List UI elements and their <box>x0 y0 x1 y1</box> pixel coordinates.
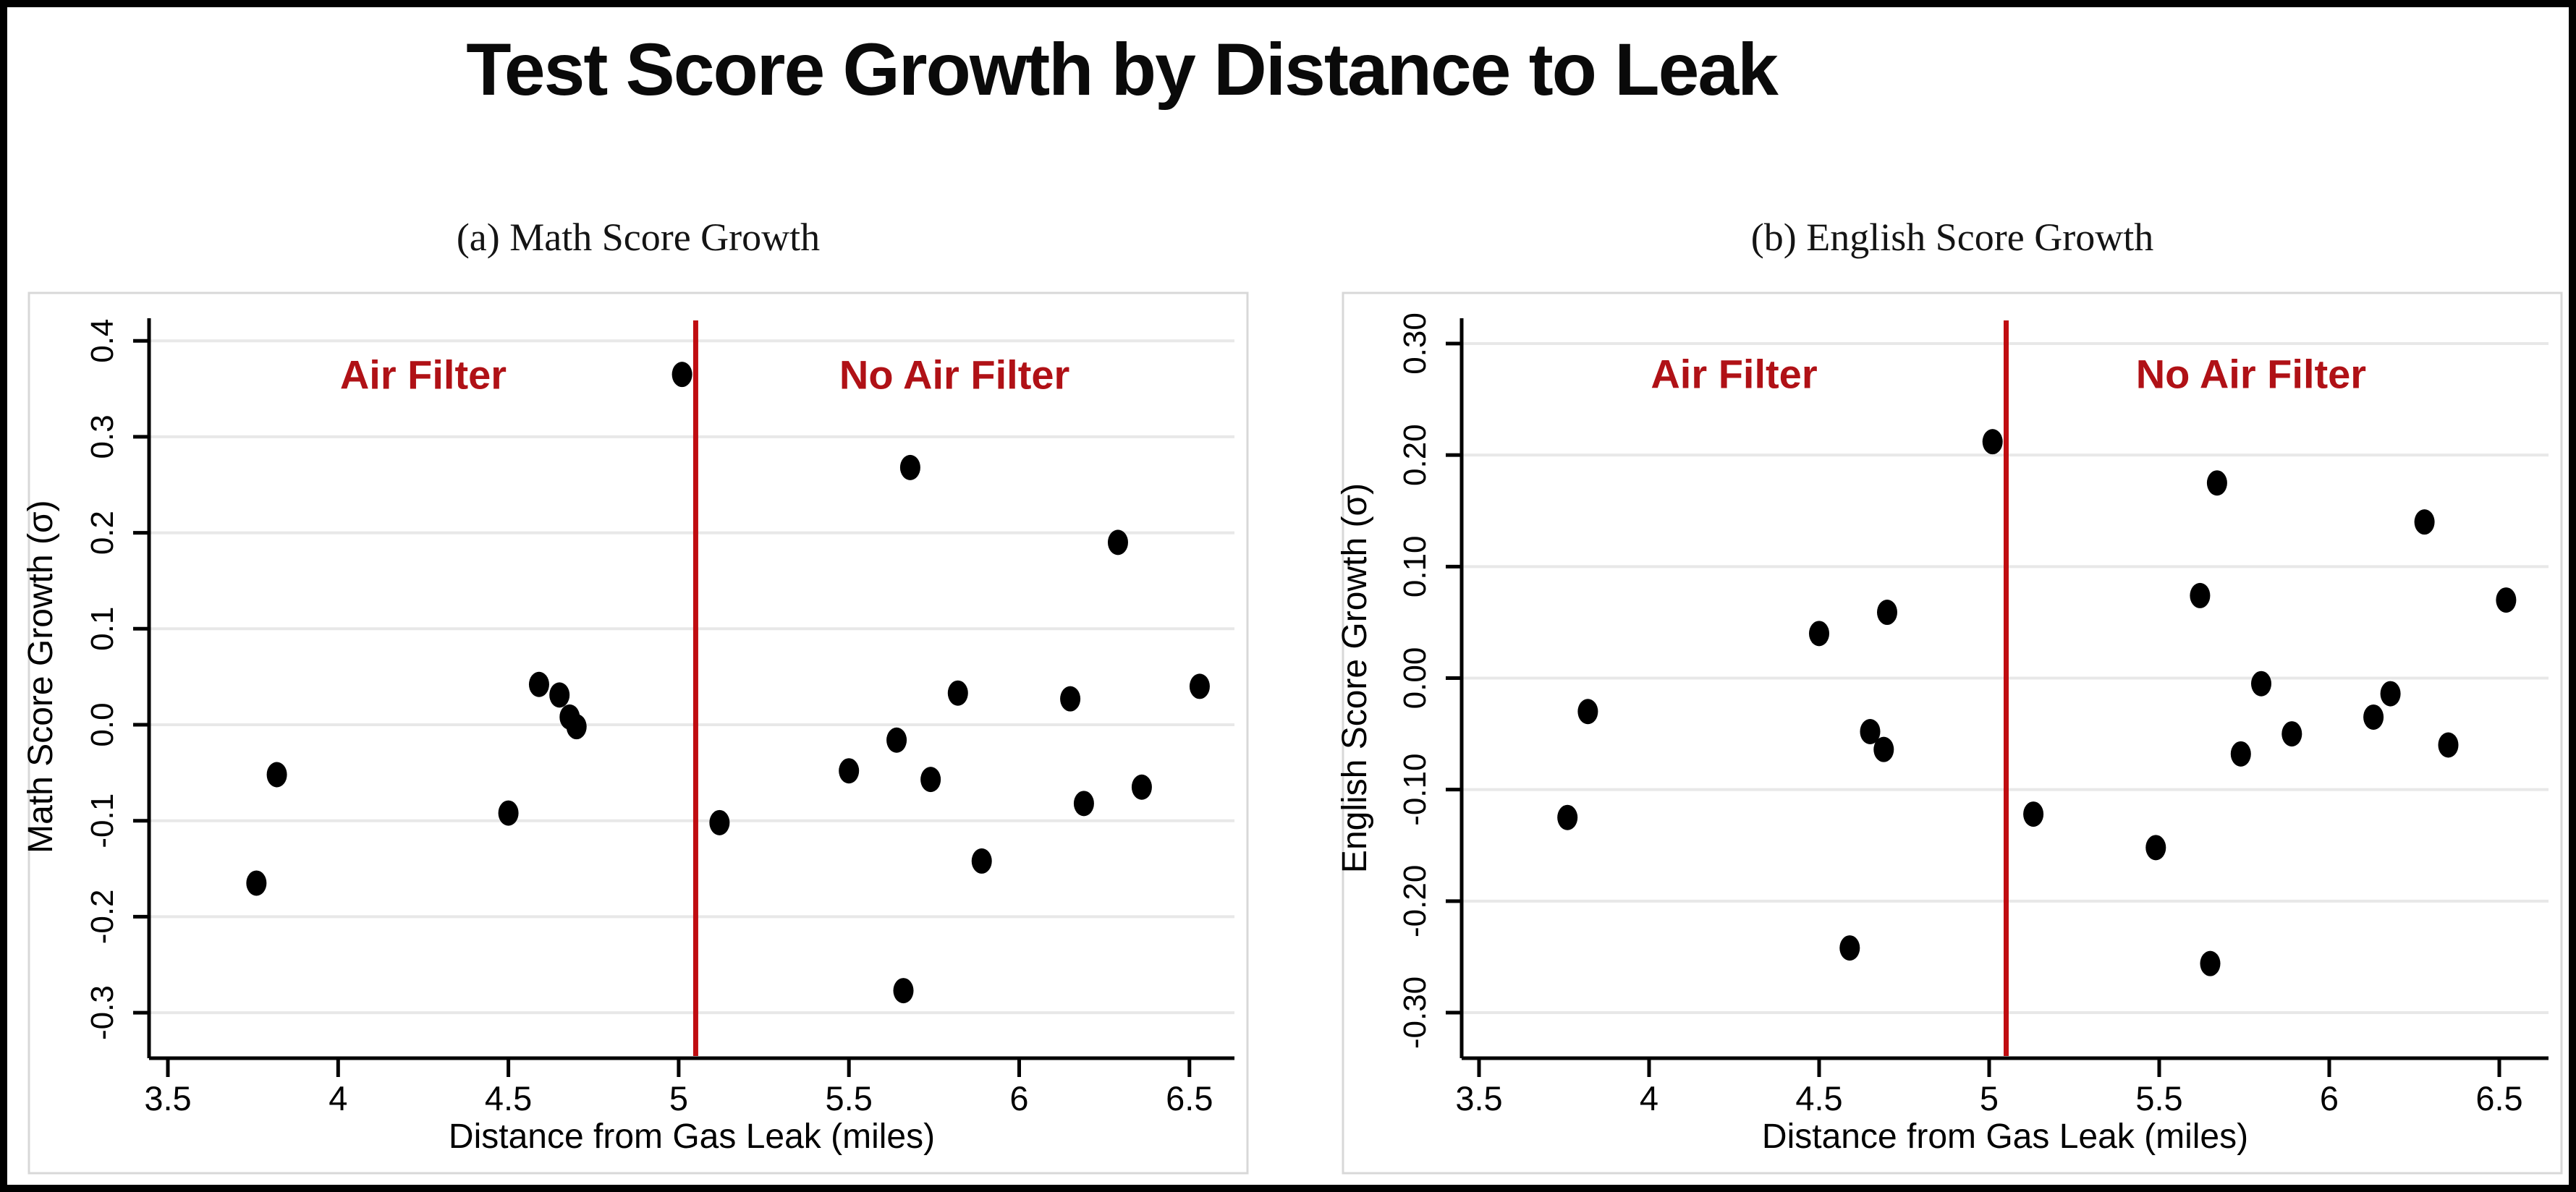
data-point <box>2230 741 2251 767</box>
no-air-filter-label: No Air Filter <box>839 352 1069 398</box>
y-axis-title: Math Score Growth (σ) <box>22 500 60 853</box>
x-tick-label: 5 <box>669 1079 688 1118</box>
x-tick-label: 3.5 <box>1455 1079 1502 1118</box>
data-point <box>2145 835 2166 861</box>
x-tick-label: 6 <box>1009 1079 1028 1118</box>
x-tick-label: 6.5 <box>2475 1079 2522 1118</box>
data-point <box>886 727 907 753</box>
page-title: Test Score Growth by Distance to Leak <box>466 28 1779 111</box>
data-point <box>528 671 549 697</box>
panel-border <box>27 291 1249 1175</box>
data-point <box>2281 721 2302 747</box>
x-tick-label: 5 <box>1980 1079 1999 1118</box>
x-tick-label: 6 <box>2320 1079 2339 1118</box>
data-point <box>1809 621 1829 647</box>
english-scatter-panel: 0.30 0.20 0.10 0.00 -0.10 -0.20 -0.30 3.5 4 4.5 5 5… <box>1336 291 2563 1175</box>
data-point <box>2414 509 2435 535</box>
y-tick-label: 0.1 <box>85 607 120 651</box>
data-point <box>709 809 730 835</box>
data-point <box>549 682 570 708</box>
data-point <box>1107 529 1128 555</box>
y-tick-label: 0.0 <box>85 702 120 746</box>
data-point <box>266 762 287 788</box>
y-tick-label: -0.20 <box>1397 865 1433 937</box>
y-tick-label: 0.2 <box>85 511 120 555</box>
data-point <box>899 454 920 480</box>
y-tick-label: 0.10 <box>1397 536 1433 598</box>
data-point <box>1577 699 1598 725</box>
y-tick-label: 0.30 <box>1397 312 1433 375</box>
data-point <box>2251 670 2271 697</box>
data-point <box>2200 950 2221 976</box>
data-point <box>2190 582 2211 608</box>
y-tick-label: 0.00 <box>1397 647 1433 710</box>
data-point <box>2023 801 2044 827</box>
data-point <box>671 362 692 388</box>
panel-b-subtitle: (b) English Score Growth <box>1750 216 2154 259</box>
x-tick-label: 4 <box>1640 1079 1658 1118</box>
data-point <box>1839 935 1860 961</box>
y-tick-label: 0.3 <box>85 414 120 459</box>
data-point <box>1557 804 1578 830</box>
no-air-filter-label: No Air Filter <box>2136 352 2366 397</box>
data-point <box>1131 774 1152 800</box>
x-tick-label: 4.5 <box>485 1079 532 1118</box>
x-axis-title: Distance from Gas Leak (miles) <box>1762 1118 2248 1156</box>
data-point <box>498 800 519 826</box>
y-tick-label: -0.3 <box>85 985 120 1040</box>
y-tick-label: -0.10 <box>1397 754 1433 826</box>
air-filter-label: Air Filter <box>1651 352 1817 397</box>
data-point <box>246 870 267 896</box>
y-tick-label: 0.4 <box>85 319 120 363</box>
data-point <box>1877 600 1897 626</box>
data-point <box>1860 719 1881 745</box>
data-point <box>2496 587 2517 613</box>
data-point <box>1189 673 1210 699</box>
y-tick-label: -0.30 <box>1397 976 1433 1049</box>
x-tick-label: 5.5 <box>826 1079 873 1118</box>
x-axis-title: Distance from Gas Leak (miles) <box>449 1118 935 1156</box>
x-tick-label: 3.5 <box>144 1079 191 1118</box>
data-point <box>566 714 587 740</box>
data-point <box>971 848 992 874</box>
y-tick-label: 0.20 <box>1397 424 1433 486</box>
data-point <box>920 767 941 793</box>
data-point <box>2363 704 2384 730</box>
data-point <box>1873 736 1894 762</box>
data-point <box>839 758 860 784</box>
data-point <box>893 978 914 1004</box>
x-tick-label: 5.5 <box>2135 1079 2182 1118</box>
y-axis-title: English Score Growth (σ) <box>1336 483 1374 873</box>
x-tick-label: 4 <box>329 1079 347 1118</box>
air-filter-label: Air Filter <box>340 352 507 398</box>
math-scatter-panel: 0.4 0.3 0.2 0.1 0.0 -0.1 -0.2 -0.3 3.5 4 4.5 5 5.5 6 6… <box>22 291 1249 1175</box>
x-tick-label: 6.5 <box>1166 1079 1213 1118</box>
panel-border <box>1342 291 2563 1175</box>
data-point <box>2380 681 2401 707</box>
data-point <box>2206 470 2227 496</box>
x-tick-label: 4.5 <box>1795 1079 1842 1118</box>
data-point <box>1060 686 1081 712</box>
data-point <box>1982 429 2003 455</box>
data-point <box>1073 791 1094 817</box>
y-tick-label: -0.2 <box>85 889 120 944</box>
data-point <box>2438 732 2459 758</box>
y-tick-label: -0.1 <box>85 793 120 848</box>
data-point <box>947 680 968 706</box>
panel-a-subtitle: (a) Math Score Growth <box>456 216 821 259</box>
